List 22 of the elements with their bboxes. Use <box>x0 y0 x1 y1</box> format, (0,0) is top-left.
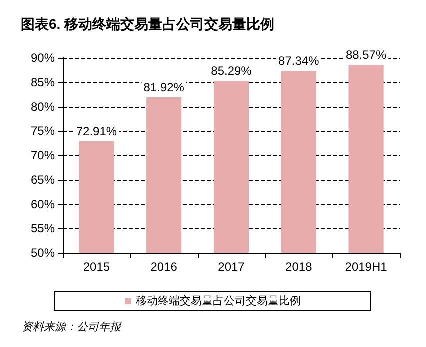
y-tick-label: 70% <box>30 148 56 162</box>
x-tick-label: 2016 <box>150 260 178 274</box>
x-tick-label: 2019H1 <box>345 260 388 274</box>
data-label: 88.57% <box>346 48 387 62</box>
y-tick-label: 80% <box>30 100 56 114</box>
y-tick-label: 60% <box>30 197 56 212</box>
y-tick-label: 85% <box>30 75 56 90</box>
x-tick-label: 2017 <box>218 260 246 274</box>
data-label: 85.29% <box>211 64 252 78</box>
data-label: 72.91% <box>76 124 118 138</box>
x-tick-label: 2018 <box>286 260 313 274</box>
chart-title: 图表6. 移动终端交易量占公司交易量比例 <box>21 16 275 32</box>
y-tick-label: 90% <box>30 51 56 65</box>
data-label: 81.92% <box>144 80 185 94</box>
text: 资料来源：公司年报 <box>22 320 122 334</box>
y-tick-label: 55% <box>30 222 56 236</box>
y-tick-label: 75% <box>30 124 56 138</box>
x-tick-label: 2015 <box>83 260 110 274</box>
y-tick-label: 65% <box>30 172 56 187</box>
y-tick-label: 50% <box>30 246 56 260</box>
legend-label: 移动终端交易量占公司交易量比例 <box>136 294 301 308</box>
data-label: 87.34% <box>278 54 320 68</box>
